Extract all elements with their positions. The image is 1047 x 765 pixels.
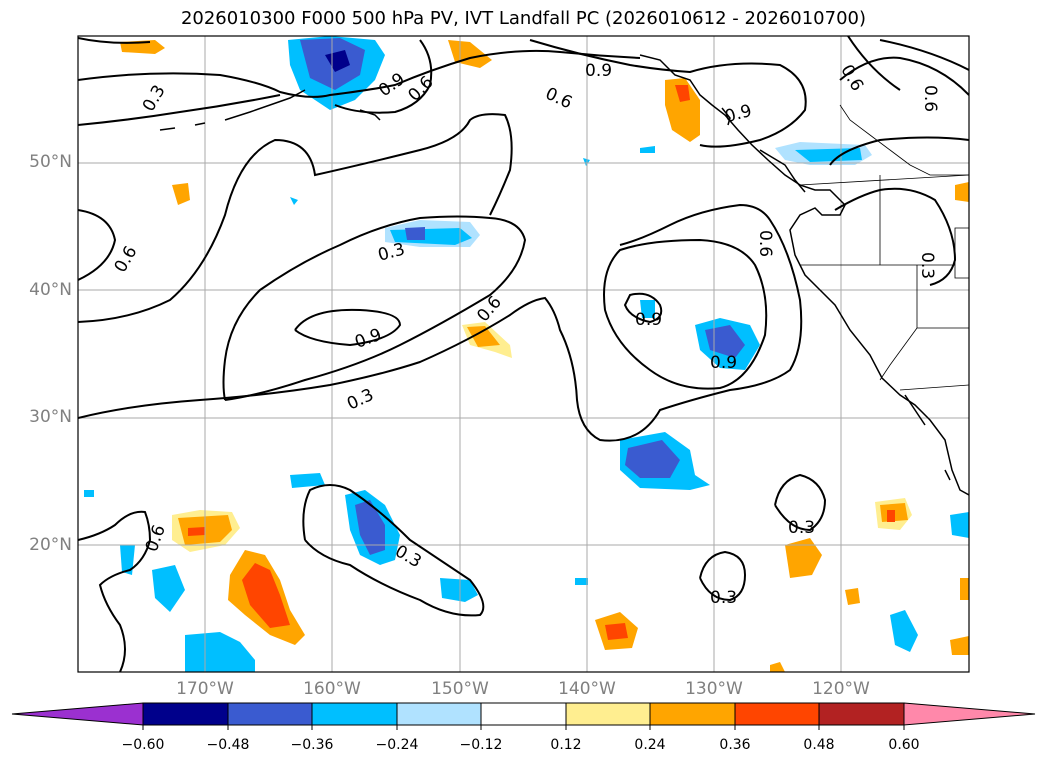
lon-label: 140°W: [558, 679, 616, 699]
contour-label: 0.3: [710, 588, 737, 608]
colorbar-tick-label: −0.24: [375, 737, 419, 753]
colorbar-tick-label: 0.36: [719, 737, 751, 753]
colorbar-segment: [142, 702, 229, 726]
colorbar-tick-label: 0.60: [888, 737, 920, 753]
colorbar-tick-label: −0.12: [459, 737, 503, 753]
lat-label: 40°N: [29, 280, 72, 300]
colorbar-segment: [480, 702, 567, 726]
colorbar-segment: [311, 702, 398, 726]
contour-label: 0.9: [710, 353, 737, 373]
lon-label: 150°W: [431, 679, 489, 699]
colorbar-tick-label: −0.60: [121, 737, 165, 753]
colorbar-segment: [649, 702, 736, 726]
colorbar-extend-low: [11, 702, 144, 726]
colorbar-segment: [565, 702, 651, 726]
contour-label: 0.9: [585, 61, 612, 81]
map-border: [77, 35, 970, 673]
colorbar: [11, 702, 1036, 730]
colorbar-segment: [818, 702, 905, 726]
colorbar-segment: [734, 702, 820, 726]
contour-label: 0.3: [917, 252, 937, 279]
contour-label: 0.6: [755, 230, 775, 257]
colorbar-tick-label: 0.24: [634, 737, 666, 753]
colorbar-tick-label: 0.48: [803, 737, 835, 753]
lat-label: 50°N: [29, 152, 72, 172]
map-frame-bg: [78, 36, 969, 672]
colorbar-extend-high: [903, 702, 1036, 726]
contour-label: 0.3: [788, 518, 815, 538]
colorbar-tick-label: 0.12: [550, 737, 582, 753]
graticule: [78, 36, 969, 672]
positive-anomaly-shading: [120, 40, 969, 672]
lat-label: 20°N: [29, 535, 72, 555]
colorbar-tick-label: −0.36: [290, 737, 334, 753]
colorbar-tick-label: −0.48: [206, 737, 250, 753]
map-title: 2026010300 F000 500 hPa PV, IVT Landfall…: [180, 8, 867, 29]
contour-label: 0.9: [635, 310, 662, 330]
lon-label: 160°W: [303, 679, 361, 699]
contour-label: 0.6: [920, 85, 940, 112]
lon-label: 170°W: [176, 679, 234, 699]
colorbar-segment: [396, 702, 482, 726]
lat-label: 30°N: [29, 407, 72, 427]
lon-label: 120°W: [812, 679, 870, 699]
colorbar-segment: [227, 702, 313, 726]
pv-contours: [78, 36, 969, 672]
lon-label: 130°W: [685, 679, 743, 699]
